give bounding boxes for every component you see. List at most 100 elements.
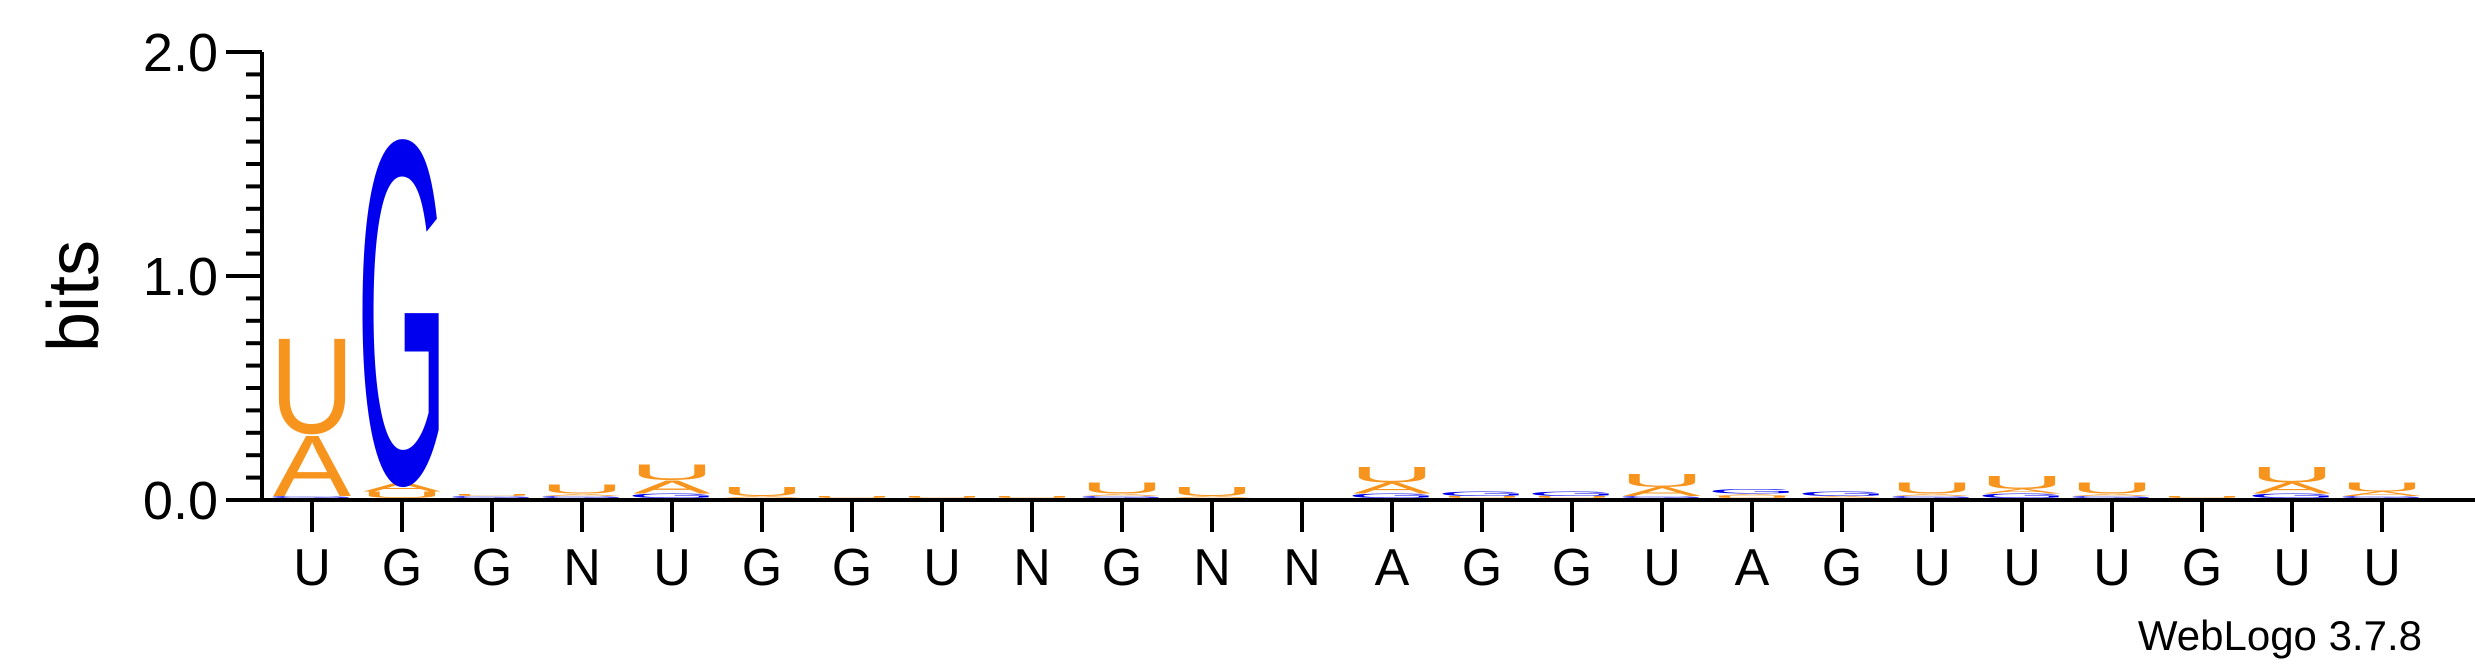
logo-letter-A: A: [1173, 495, 1251, 498]
x-tick-label: G: [1552, 539, 1592, 597]
logo-letter-U: U: [1710, 495, 1794, 498]
logo-letter-G: G: [267, 495, 358, 498]
logo-letter-G: G: [2247, 492, 2338, 499]
x-tick-label: G: [1462, 539, 1502, 597]
logo-letter-U: U: [2160, 495, 2244, 498]
logo-letter-G: G: [1437, 490, 1528, 497]
logo-letter-G: G: [1887, 495, 1978, 498]
logo-column: UG: [1527, 490, 1618, 499]
logo-letter-G: G: [537, 495, 628, 498]
logo-letter-G: G: [447, 495, 538, 498]
logo-letter-U: U: [1170, 485, 1254, 499]
x-tick-label: U: [2093, 539, 2131, 597]
x-tick-label: G: [1822, 539, 1862, 597]
x-tick-label: U: [2363, 539, 2401, 597]
logo-letter-G: G: [357, 38, 448, 587]
logo-column: GAU: [2337, 480, 2428, 499]
logo-letter-A: A: [1353, 480, 1432, 497]
logo-letter-U: U: [1530, 495, 1614, 498]
logo-letter-G: G: [1707, 488, 1798, 495]
logo-letter-U: U: [630, 460, 714, 484]
x-tick-label: U: [653, 539, 691, 597]
logo-letter-A: A: [1893, 493, 1971, 496]
logo-letter-U: U: [1980, 472, 2064, 493]
logo-letter-A: A: [723, 495, 801, 498]
logo-column: U: [2160, 495, 2244, 498]
logo-column: U: [900, 495, 984, 498]
logo-column: AG: [1797, 490, 1888, 499]
x-tick-label: U: [293, 539, 331, 597]
logo-column: UAG: [357, 38, 448, 587]
y-axis: 0.0 1.0 2.0: [143, 23, 264, 531]
logo-letter-G: G: [1077, 495, 1168, 498]
logo-letter-U: U: [900, 495, 984, 498]
y-tick-label: 0.0: [143, 471, 218, 531]
x-tick-label: U: [1913, 539, 1951, 597]
x-tick-label: A: [1735, 539, 1770, 597]
logo-letter-U: U: [1440, 495, 1524, 498]
logo-letter-U: U: [720, 485, 804, 499]
logo-letter-A: A: [543, 493, 621, 496]
logo-column: U: [990, 495, 1074, 498]
logo-letter-A: A: [1983, 488, 2061, 495]
logo-letter-A: A: [1623, 485, 1702, 499]
x-tick-label: G: [1102, 539, 1142, 597]
logo-letter-U: U: [1080, 480, 1164, 497]
x-tick-label: G: [742, 539, 782, 597]
logo-column: UG: [1437, 490, 1528, 499]
logo-column: U: [810, 495, 894, 498]
logo-letter-U: U: [450, 493, 534, 496]
logo-letter-U: U: [1350, 463, 1434, 487]
x-tick-label: U: [923, 539, 961, 597]
x-tick-label: N: [563, 539, 601, 597]
x-tick-label: N: [1283, 539, 1321, 597]
x-tick-label: G: [382, 539, 422, 597]
logo-letter-G: G: [627, 492, 718, 499]
logo-column: GAU: [537, 482, 628, 498]
logo-letter-U: U: [2250, 463, 2334, 487]
logo-letter-A: A: [633, 477, 711, 498]
logo-letter-U: U: [270, 309, 354, 462]
y-tick-label: 1.0: [143, 247, 218, 307]
x-tick-label: U: [1643, 539, 1681, 597]
logo-letter-A: A: [2253, 480, 2332, 497]
logo-column: GAU: [2247, 463, 2338, 500]
logo-letter-A: A: [363, 480, 442, 494]
logo-letter-A: A: [1713, 493, 1791, 496]
logo-letter-U: U: [2070, 480, 2154, 497]
y-tick-label: 2.0: [143, 23, 218, 83]
logo-column: GAU: [1077, 480, 1168, 499]
logo-column: AU: [1170, 485, 1254, 499]
logo-column: GAU: [1617, 470, 1708, 499]
x-tick-label: A: [1375, 539, 1410, 597]
x-tick-label: U: [2003, 539, 2041, 597]
logo-letter-G: G: [1617, 495, 1708, 498]
weblogo-credit: WebLogo 3.7.8: [2138, 612, 2422, 659]
logo-letter-U: U: [810, 495, 894, 498]
logo-letter-G: G: [1977, 492, 2068, 499]
x-tick-label: N: [1193, 539, 1231, 597]
logo-letter-U: U: [1620, 470, 1704, 491]
y-axis-label: bits: [34, 240, 114, 352]
logo-letter-G: G: [1347, 492, 1438, 499]
logo-column: GU: [447, 493, 538, 499]
logo-letter-U: U: [2340, 480, 2424, 494]
x-tick-label: N: [1013, 539, 1051, 597]
x-tick-label: G: [2182, 539, 2222, 597]
logo-column: GAU: [1347, 463, 1438, 500]
logo-letter-G: G: [2337, 495, 2428, 498]
logo-column: AU: [720, 485, 804, 499]
logo-letter-U: U: [360, 490, 444, 500]
logo-letter-A: A: [2343, 490, 2421, 497]
logo-column: GAU: [2067, 480, 2158, 499]
logo-column: GAU: [1887, 480, 1978, 499]
x-tick-label: U: [2273, 539, 2311, 597]
logo-column: GAU: [627, 460, 718, 499]
x-tick-label: G: [472, 539, 512, 597]
logo-letter-G: G: [1527, 490, 1618, 497]
logo-column: GAU: [267, 309, 358, 514]
logo-letter-U: U: [1890, 480, 1974, 497]
